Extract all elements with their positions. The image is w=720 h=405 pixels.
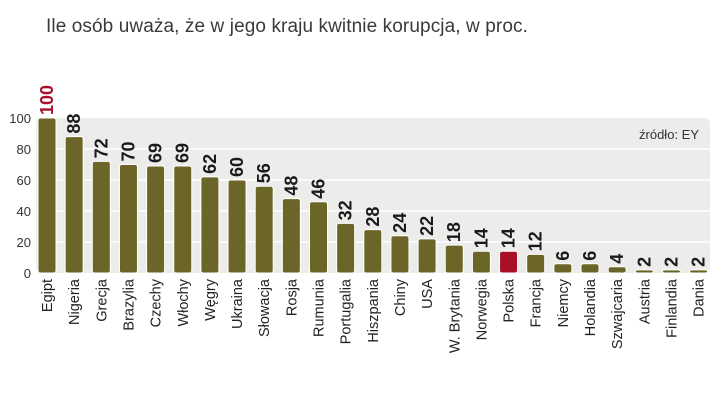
bar	[118, 164, 138, 274]
value-label: 32	[336, 200, 356, 220]
category-label: Polska	[502, 278, 518, 322]
y-tick-label: 20	[17, 235, 31, 250]
category-label: Egipt	[40, 279, 56, 312]
category-label: Czechy	[149, 278, 165, 327]
value-label: 2	[661, 257, 681, 267]
category-label: Portugalia	[339, 278, 355, 344]
value-label: 18	[444, 222, 464, 242]
value-label: 62	[200, 154, 220, 174]
value-label: 6	[580, 251, 600, 261]
value-label: 69	[173, 143, 193, 163]
bar	[146, 165, 166, 274]
bar	[607, 266, 627, 274]
category-label: W. Brytania	[447, 278, 463, 353]
value-label: 70	[118, 141, 138, 161]
bar	[580, 263, 600, 274]
value-label: 69	[146, 143, 166, 163]
y-tick-label: 80	[17, 142, 31, 157]
bar	[254, 185, 274, 274]
category-label: Francja	[529, 278, 545, 327]
value-label: 14	[499, 228, 519, 248]
value-label: 60	[227, 157, 247, 177]
category-label: Ukraina	[230, 278, 246, 329]
category-label: Słowacja	[257, 278, 273, 337]
y-axis: 0 20 40 60 80 100	[9, 111, 31, 281]
category-label: Norwegia	[474, 278, 490, 340]
category-label: Włochy	[176, 278, 192, 326]
value-label: 28	[363, 207, 383, 227]
y-tick-label: 0	[24, 266, 31, 281]
category-label: Brazylia	[121, 278, 137, 331]
bar	[553, 263, 573, 274]
value-label: 56	[254, 163, 274, 183]
bar	[689, 269, 709, 274]
category-label: Rumunia	[312, 278, 328, 337]
category-label: Dania	[692, 278, 708, 317]
bar	[336, 222, 356, 274]
value-label: 48	[281, 176, 301, 196]
bar	[661, 269, 681, 274]
category-label: Rosja	[284, 278, 300, 316]
bar	[444, 244, 464, 274]
bar	[281, 198, 301, 274]
value-label: 2	[634, 257, 654, 267]
category-label: Holandia	[583, 278, 599, 336]
category-label: Niemcy	[556, 278, 572, 327]
value-label: 22	[417, 216, 437, 236]
bar	[363, 229, 383, 274]
category-label: Nigeria	[67, 278, 83, 325]
category-label: Finlandia	[664, 278, 680, 338]
category-label: Hiszpania	[366, 278, 382, 343]
category-label: Grecja	[94, 278, 110, 322]
bar	[309, 201, 328, 274]
value-label: 100	[37, 85, 57, 115]
value-label: 4	[607, 254, 627, 264]
category-label: Chiny	[393, 278, 409, 316]
category-labels: Egipt Nigeria Grecja Brazylia Czechy Włochy Wę…	[40, 278, 708, 353]
bar	[417, 238, 437, 274]
category-label: Szwajcaria	[610, 278, 626, 349]
bar	[227, 179, 247, 274]
bar	[173, 165, 193, 274]
value-label: 46	[309, 179, 329, 199]
value-label: 6	[553, 251, 573, 261]
value-label: 88	[64, 114, 84, 134]
bars	[37, 117, 709, 274]
bar	[200, 176, 220, 274]
category-label: Węgry	[203, 278, 219, 321]
bar	[634, 269, 654, 274]
y-tick-label: 40	[17, 204, 31, 219]
bar	[64, 136, 84, 274]
value-label: 12	[526, 231, 546, 251]
y-tick-label: 60	[17, 173, 31, 188]
value-label: 2	[689, 257, 709, 267]
value-label: 24	[390, 213, 410, 233]
category-label: Austria	[637, 278, 653, 324]
bar	[499, 250, 519, 274]
chart-title: Ile osób uważa, że w jego kraju kwitnie …	[46, 16, 528, 37]
value-label: 72	[91, 138, 111, 158]
bar	[37, 117, 57, 274]
value-label: 14	[471, 228, 491, 248]
category-label: USA	[420, 279, 436, 309]
bar	[471, 250, 491, 274]
bar	[91, 160, 111, 274]
source-note: źródło: EY	[639, 127, 699, 142]
bar	[390, 235, 410, 274]
bar	[526, 253, 546, 274]
y-tick-label: 100	[9, 111, 31, 126]
